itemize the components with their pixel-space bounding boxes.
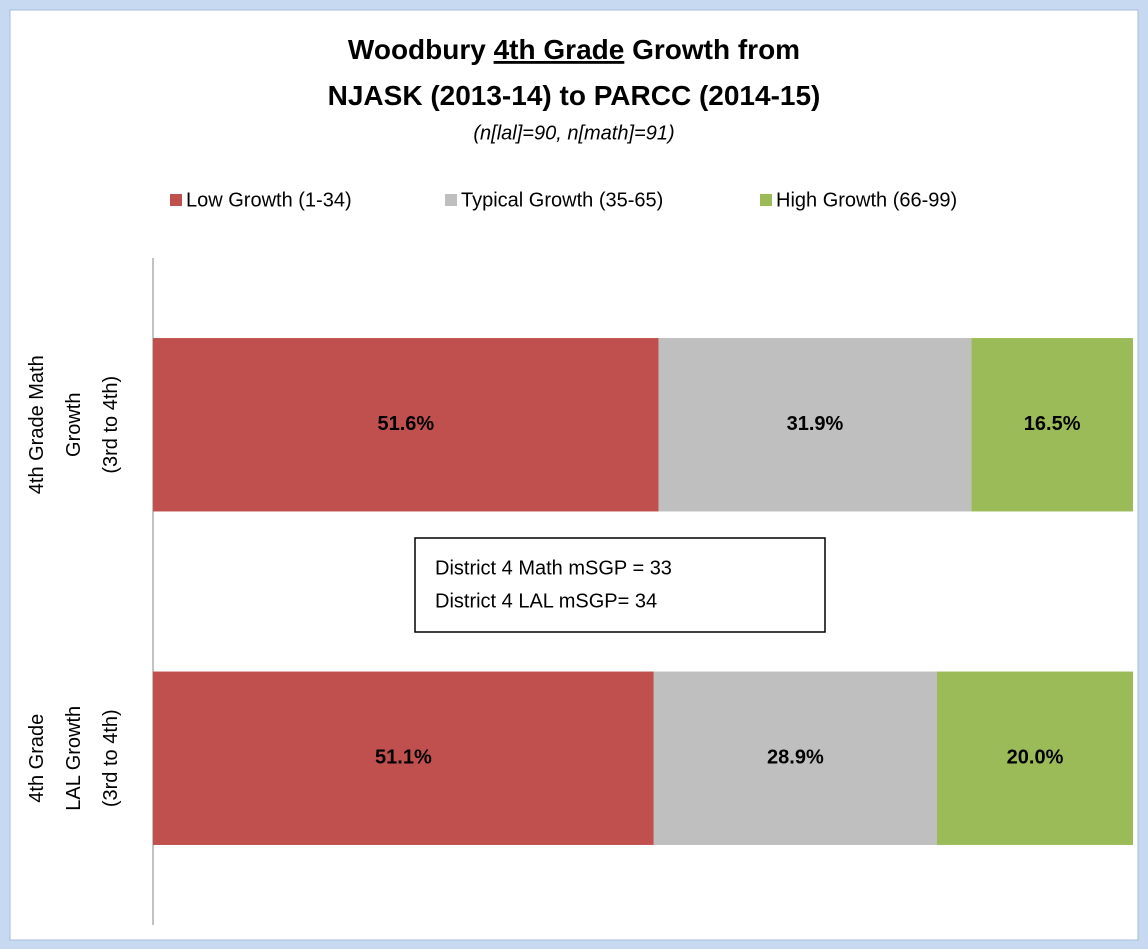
title-part: NJASK (2013-14) to PARCC (2014-15) <box>328 80 821 111</box>
annotation-box <box>414 537 826 633</box>
legend-swatch <box>760 194 772 206</box>
bar-segment <box>653 671 937 845</box>
legend-label: Typical Growth (35-65) <box>461 189 663 211</box>
legend-swatch <box>445 194 457 206</box>
legend-swatch <box>170 194 182 206</box>
legend-label: High Growth (66-99) <box>776 189 957 211</box>
legend-label: Low Growth (1-34) <box>186 189 352 211</box>
bar-segment <box>153 338 659 512</box>
title-part: Woodbury <box>348 34 494 65</box>
data-label: 20.0% <box>1007 747 1064 769</box>
chart-title: NJASK (2013-14) to PARCC (2014-15) <box>328 80 821 111</box>
title-part: Growth from <box>624 34 800 65</box>
y-tick-label: 4th Grade Math Growth (3rd to 4th) <box>26 355 122 494</box>
bar-segment <box>937 671 1133 845</box>
data-label: 28.9% <box>767 747 824 769</box>
bar-segment <box>658 338 972 512</box>
y-tick-label: 4th Grade LAL Growth (3rd to 4th) <box>26 706 122 811</box>
data-label: 51.6% <box>377 413 434 435</box>
bar-segment <box>971 338 1133 512</box>
data-label: 51.1% <box>375 747 432 769</box>
chart-subtitle: (n[lal]=90, n[math]=91) <box>473 122 674 144</box>
data-label: 31.9% <box>787 413 844 435</box>
title-part: 4th Grade <box>494 34 625 65</box>
data-label: 16.5% <box>1024 413 1081 435</box>
bar-segment <box>153 671 654 845</box>
annotation: District 4 Math mSGP = 33 <box>435 557 672 579</box>
annotation: District 4 LAL mSGP= 34 <box>435 590 657 612</box>
chart-title: Woodbury 4th Grade Growth from <box>348 34 800 65</box>
